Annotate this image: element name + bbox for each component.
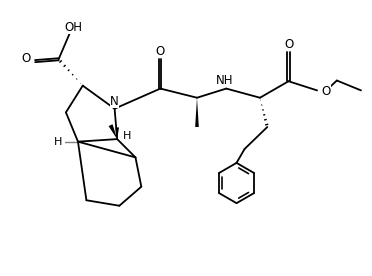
Text: NH: NH <box>216 74 233 87</box>
Text: O: O <box>284 38 293 51</box>
Text: O: O <box>156 46 165 59</box>
Polygon shape <box>195 98 199 127</box>
Text: OH: OH <box>64 20 82 34</box>
Text: N: N <box>110 95 119 108</box>
Polygon shape <box>109 124 117 139</box>
Text: O: O <box>321 85 331 98</box>
Text: H: H <box>54 137 62 147</box>
Polygon shape <box>115 128 119 139</box>
Text: O: O <box>22 52 31 65</box>
Text: H: H <box>123 131 131 141</box>
